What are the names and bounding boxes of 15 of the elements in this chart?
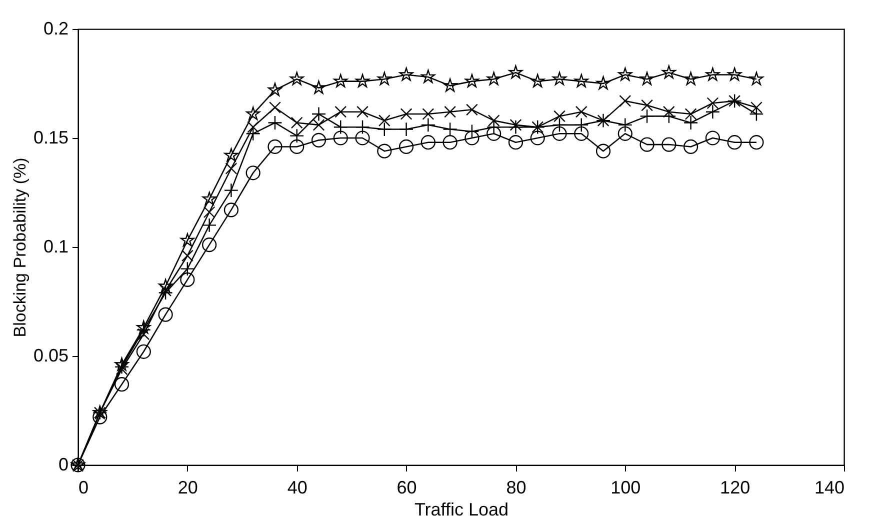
y-tick-label: 0 [58,454,68,474]
x-tick-label: 140 [814,478,844,498]
y-tick-label: 0.2 [43,18,68,38]
x-tick-label: 60 [396,478,417,498]
x-tick-label: 0 [78,478,89,498]
x-tick-label: 100 [610,478,641,498]
y-axis-title: Blocking Probability (%) [10,158,30,338]
y-tick-label: 0.05 [33,346,68,366]
y-tick-label: 0.1 [43,236,68,256]
x-tick-label: 40 [287,478,308,498]
x-tick-label: 20 [178,478,198,498]
y-tick-label: 0.15 [33,128,68,148]
x-tick-label: 80 [506,478,526,498]
x-tick-label: 120 [720,478,750,498]
x-axis-title: Traffic Load [414,500,509,520]
